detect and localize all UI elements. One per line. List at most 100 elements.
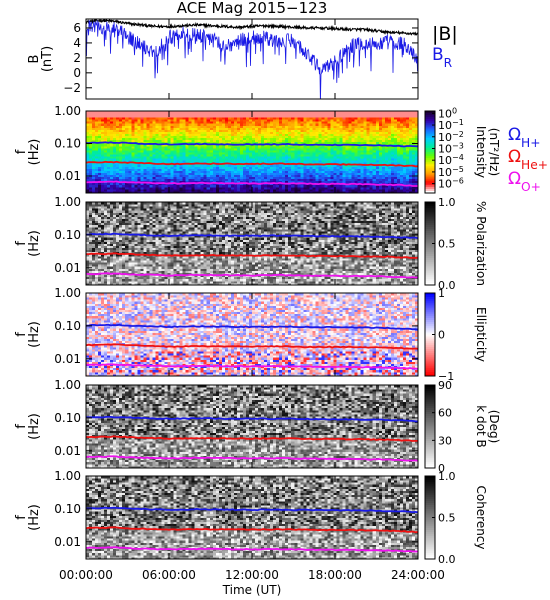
spectrogram-cell: [182, 152, 186, 155]
spectrogram-cell: [155, 174, 159, 177]
spectrogram-cell: [95, 152, 99, 155]
spectrogram-cell: [321, 186, 325, 190]
spectrogram-cell: [203, 186, 208, 190]
spectrogram-cell: [146, 178, 150, 182]
spectrogram-cell: [327, 113, 331, 116]
polarization-panel: 1.000.100.01f(Hz)1.00.50.0% Polarization: [14, 195, 488, 292]
spectrogram-cell: [245, 147, 250, 151]
spectrogram-cell: [236, 170, 241, 173]
spectrogram-cell: [330, 170, 334, 173]
spectrogram-cell: [143, 178, 147, 182]
spectrogram-cell: [158, 113, 162, 116]
spectrogram-cell: [387, 115, 392, 118]
spectrogram-cell: [149, 147, 153, 151]
spectrogram-cell: [203, 119, 208, 122]
spectrogram-cell: [405, 182, 410, 186]
spectrogram-cell: [152, 154, 156, 157]
spectrogram-cell: [227, 176, 232, 180]
spectrogram-cell: [396, 141, 401, 145]
spectrogram-cell: [104, 188, 108, 192]
spectrogram-cell: [239, 133, 244, 136]
spectrogram-cell: [92, 178, 96, 182]
spectrogram-cell: [387, 160, 392, 163]
spectrogram-cell: [146, 143, 150, 147]
spectrogram-cell: [137, 172, 141, 175]
spectrogram-cell: [122, 123, 126, 126]
spectrogram-cell: [315, 152, 319, 155]
spectrogram-cell: [206, 188, 211, 192]
spectrogram-cell: [348, 174, 352, 177]
spectrogram-cell: [110, 147, 114, 151]
spectrogram-cell: [294, 129, 298, 132]
spectrogram-cell: [248, 158, 253, 161]
spectrogram-cell: [158, 184, 162, 188]
spectrogram-cell: [104, 117, 108, 120]
spectrogram-cell: [396, 135, 401, 139]
spectrogram-cell: [173, 186, 177, 190]
spectrogram-cell: [134, 115, 138, 118]
spectrogram-cell: [158, 141, 162, 145]
spectrogram-cell: [200, 154, 205, 157]
spectrogram-cell: [402, 182, 407, 186]
spectrogram-cell: [116, 170, 120, 173]
spectrogram-cell: [140, 149, 144, 153]
spectrogram-cell: [345, 188, 349, 192]
spectrogram-cell: [218, 147, 223, 151]
spectrogram-cell: [116, 115, 120, 118]
spectrogram-cell: [176, 113, 180, 116]
spectrogram-cell: [396, 172, 401, 175]
spectrogram-cell: [399, 133, 404, 136]
spectrogram-cell: [399, 111, 404, 114]
spectrogram-cell: [167, 125, 171, 128]
spectrogram-cell: [321, 164, 325, 167]
spectrogram-cell: [270, 113, 274, 116]
spectrogram-cell: [212, 145, 217, 149]
spectrogram-cell: [113, 182, 117, 186]
spectrogram-cell: [312, 117, 316, 120]
spectrogram-cell: [315, 184, 319, 188]
spectrogram-cell: [227, 145, 232, 149]
spectrogram-cell: [375, 133, 380, 136]
spectrogram-cell: [233, 117, 238, 120]
spectrogram-cell: [348, 149, 352, 153]
spectrogram-cell: [179, 149, 183, 153]
spectrogram-cell: [137, 147, 141, 151]
spectrogram-cell: [333, 137, 337, 141]
spectrogram-cell: [285, 154, 289, 157]
spectrogram-cell: [264, 127, 268, 130]
spectrogram-cell: [270, 147, 274, 151]
spectrogram-cell: [203, 147, 208, 151]
spectrogram-cell: [393, 145, 398, 149]
spectrogram-cell: [324, 184, 328, 188]
spectrogram-cell: [122, 137, 126, 141]
spectrogram-cell: [146, 131, 150, 134]
spectrogram-cell: [375, 121, 380, 124]
spectrogram-cell: [149, 182, 153, 186]
spectrogram-cell: [306, 186, 310, 190]
spectrogram-cell: [119, 162, 123, 165]
spectrogram-cell: [113, 154, 117, 157]
spectrogram-cell: [116, 147, 120, 151]
spectrogram-cell: [267, 184, 271, 188]
spectrogram-cell: [146, 184, 150, 188]
spectrogram-cell: [89, 131, 93, 134]
spectrogram-cell: [242, 137, 247, 141]
spectrogram-cell: [258, 137, 262, 141]
spectrogram-cell: [200, 182, 205, 186]
spectrogram-cell: [375, 162, 380, 165]
spectrogram-cell: [149, 154, 153, 157]
spectrogram-cell: [230, 176, 235, 180]
spectrogram-cell: [345, 180, 349, 184]
spectrogram-cell: [182, 119, 186, 122]
spectrogram-cell: [351, 188, 356, 192]
spectrogram-cell: [164, 127, 168, 130]
spectrogram-cell: [221, 147, 226, 151]
spectrogram-cell: [209, 117, 214, 120]
spectrogram-cell: [405, 127, 410, 130]
spectrogram-cell: [366, 125, 371, 128]
spectrogram-cell: [200, 156, 205, 159]
spectrogram-cell: [242, 152, 247, 155]
spectrogram-cell: [236, 164, 241, 167]
spectrogram-cell: [170, 164, 174, 167]
spectrogram-cell: [122, 143, 126, 147]
